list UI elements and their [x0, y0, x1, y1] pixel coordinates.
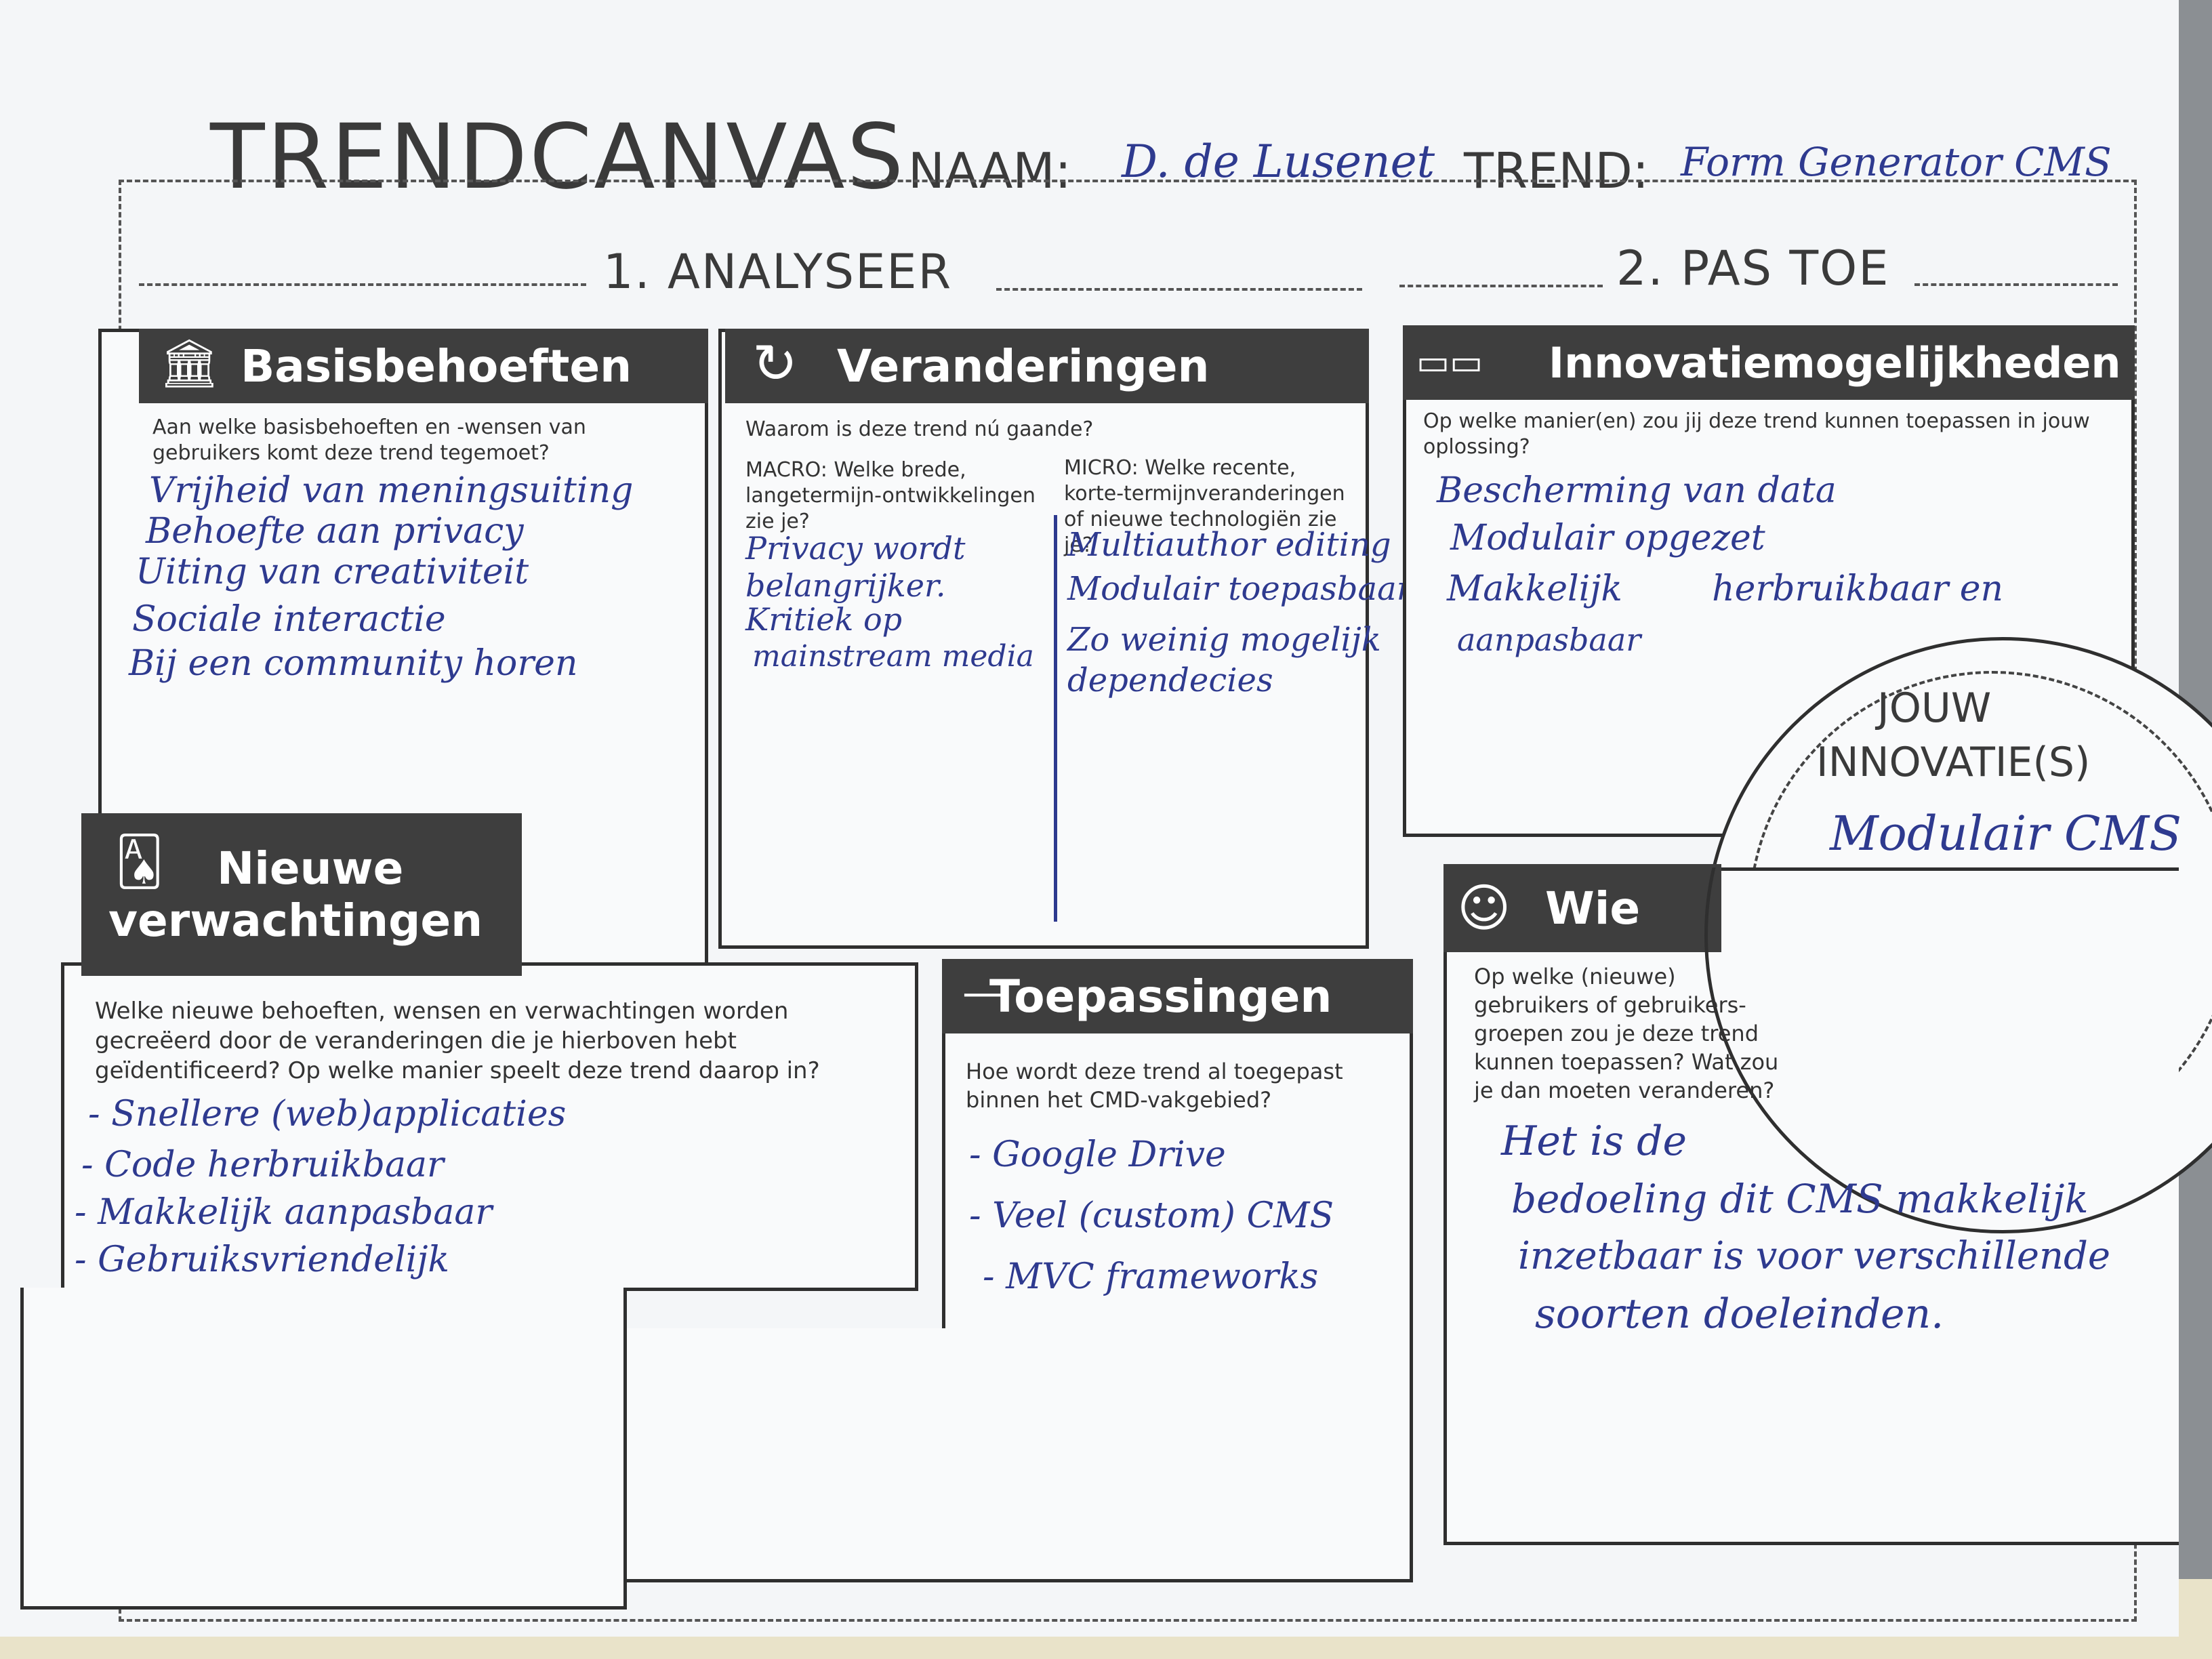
macro-answer-4[interactable]: mainstream media: [752, 639, 1034, 674]
toepassingen-title: Toepassingen: [989, 970, 1332, 1023]
page-title: TRENDCANVAS: [210, 105, 906, 209]
wie-answer-4[interactable]: soorten doeleinden.: [1535, 1290, 1944, 1338]
wie-answer-2[interactable]: bedoeling dit CMS makkelijk: [1511, 1176, 2089, 1222]
device-icon: ▭▭: [1416, 342, 1483, 383]
innovatie-answer-4[interactable]: aanpasbaar: [1457, 621, 1641, 658]
basisbehoeften-title: Basisbehoeften: [241, 340, 632, 392]
toepassingen-answer-2[interactable]: - Veel (custom) CMS: [969, 1195, 1334, 1236]
cycle-icon: ↻: [752, 332, 798, 395]
nieuwe-verwachtingen-title-2: verwachtingen: [108, 895, 483, 947]
micro-question: MICRO: Welke recente, korte-termijnveran…: [1064, 456, 1345, 557]
basisbehoeften-answer-2[interactable]: Behoefte aan privacy: [146, 511, 524, 552]
trend-value[interactable]: Form Generator CMS: [1681, 139, 2112, 185]
section-divider-right: [1914, 283, 2118, 286]
section-analyse: 1. ANALYSEER: [603, 244, 953, 300]
innovatie-answer-3[interactable]: Makkelijk herbruikbaar en: [1447, 569, 2004, 609]
wie-question: Op welke (nieuwe) gebruikers of gebruike…: [1474, 964, 1779, 1103]
innovatie-question: Op welke manier(en) zou jij deze trend k…: [1423, 409, 2090, 459]
building-icon: 🏛: [159, 335, 220, 391]
cards-icon: 🂡: [115, 834, 164, 889]
micro-answer-3[interactable]: Zo weinig mogelijk: [1067, 621, 1381, 659]
jouw-innovatie-title-2: INNOVATIE(S): [1816, 739, 2091, 786]
jouw-innovatie-answer[interactable]: Modulair CMS: [1830, 806, 2182, 861]
nieuwe-verwachtingen-title-1: Nieuwe: [217, 842, 404, 895]
micro-answer-2[interactable]: Modulair toepasbaar: [1067, 570, 1412, 608]
basisbehoeften-answer-4[interactable]: Sociale interactie: [132, 599, 446, 640]
macro-answer-3[interactable]: Kritiek op: [745, 601, 903, 638]
wie-answer-1[interactable]: Het is de: [1501, 1118, 1687, 1165]
wie-header: Wie: [1443, 864, 1721, 952]
section-divider-mid2: [1399, 285, 1603, 287]
innovatie-header: Innovatiemogelijkheden: [1403, 325, 2135, 400]
innovatie-title: Innovatiemogelijkheden: [1549, 337, 2121, 388]
dash-icon: —: [962, 969, 1003, 1017]
toepassingen-answer-1[interactable]: - Google Drive: [969, 1134, 1226, 1175]
macro-answer-2[interactable]: belangrijker.: [745, 567, 946, 604]
micro-answer-4[interactable]: dependecies: [1067, 661, 1273, 699]
nieuwe-verwachtingen-answer-3[interactable]: - Makkelijk aanpasbaar: [75, 1192, 493, 1233]
toepassingen-header: Toepassingen: [942, 959, 1413, 1033]
innovatie-answer-1[interactable]: Bescherming van data: [1437, 470, 1837, 511]
macro-micro-divider: [1054, 515, 1057, 922]
name-value[interactable]: D. de Lusenet: [1122, 136, 1435, 188]
nieuwe-verwachtingen-answer-4[interactable]: - Gebruiksvriendelijk: [75, 1240, 449, 1280]
basisbehoeften-question: Aan welke basisbehoeften en -wensen van …: [152, 415, 586, 465]
name-label: NAAM:: [908, 142, 1071, 199]
jouw-innovatie-title-1: JOUW: [1877, 684, 1992, 732]
section-divider-left: [139, 283, 586, 286]
nieuwe-verwachtingen-question: Welke nieuwe behoeften, wensen en verwac…: [95, 998, 820, 1084]
macro-answer-1[interactable]: Privacy wordt: [745, 530, 966, 567]
veranderingen-question: Waarom is deze trend nú gaande?: [745, 417, 1094, 441]
basisbehoeften-answer-1[interactable]: Vrijheid van meningsuiting: [149, 470, 634, 511]
innovatie-answer-2[interactable]: Modulair opgezet: [1450, 518, 1765, 558]
nieuwe-verwachtingen-answer-1[interactable]: - Snellere (web)applicaties: [88, 1094, 567, 1134]
veranderingen-title: Veranderingen: [837, 340, 1210, 392]
wie-answer-3[interactable]: inzetbaar is voor verschillende: [1518, 1234, 2111, 1278]
trend-label: TREND:: [1464, 142, 1650, 199]
section-divider-mid: [996, 288, 1362, 291]
person-icon: ☺: [1457, 878, 1511, 938]
toepassingen-question: Hoe wordt deze trend al toegepast binnen…: [966, 1059, 1343, 1113]
macro-question: MACRO: Welke brede, langetermijn-ontwikk…: [745, 458, 1036, 533]
nieuwe-verwachtingen-header: Nieuwe verwachtingen: [81, 813, 522, 976]
micro-answer-1[interactable]: Multiauthor editing: [1067, 526, 1391, 564]
basisbehoeften-header: Basisbehoeften: [139, 329, 708, 403]
wie-title: Wie: [1545, 882, 1641, 935]
veranderingen-box: [718, 329, 1369, 949]
veranderingen-header: Veranderingen: [725, 329, 1369, 403]
nieuwe-verwachtingen-lower-box: [20, 1288, 627, 1610]
nieuwe-verwachtingen-upper-box: [61, 962, 918, 1291]
toepassingen-lower-box: [623, 1328, 1413, 1582]
nieuwe-verwachtingen-answer-2[interactable]: - Code herbruikbaar: [81, 1145, 444, 1185]
toepassingen-answer-3[interactable]: - MVC frameworks: [983, 1256, 1319, 1297]
basisbehoeften-answer-3[interactable]: Uiting van creativiteit: [136, 552, 529, 592]
basisbehoeften-answer-5[interactable]: Bij een community horen: [129, 643, 578, 684]
section-apply: 2. PAS TOE: [1616, 241, 1890, 296]
